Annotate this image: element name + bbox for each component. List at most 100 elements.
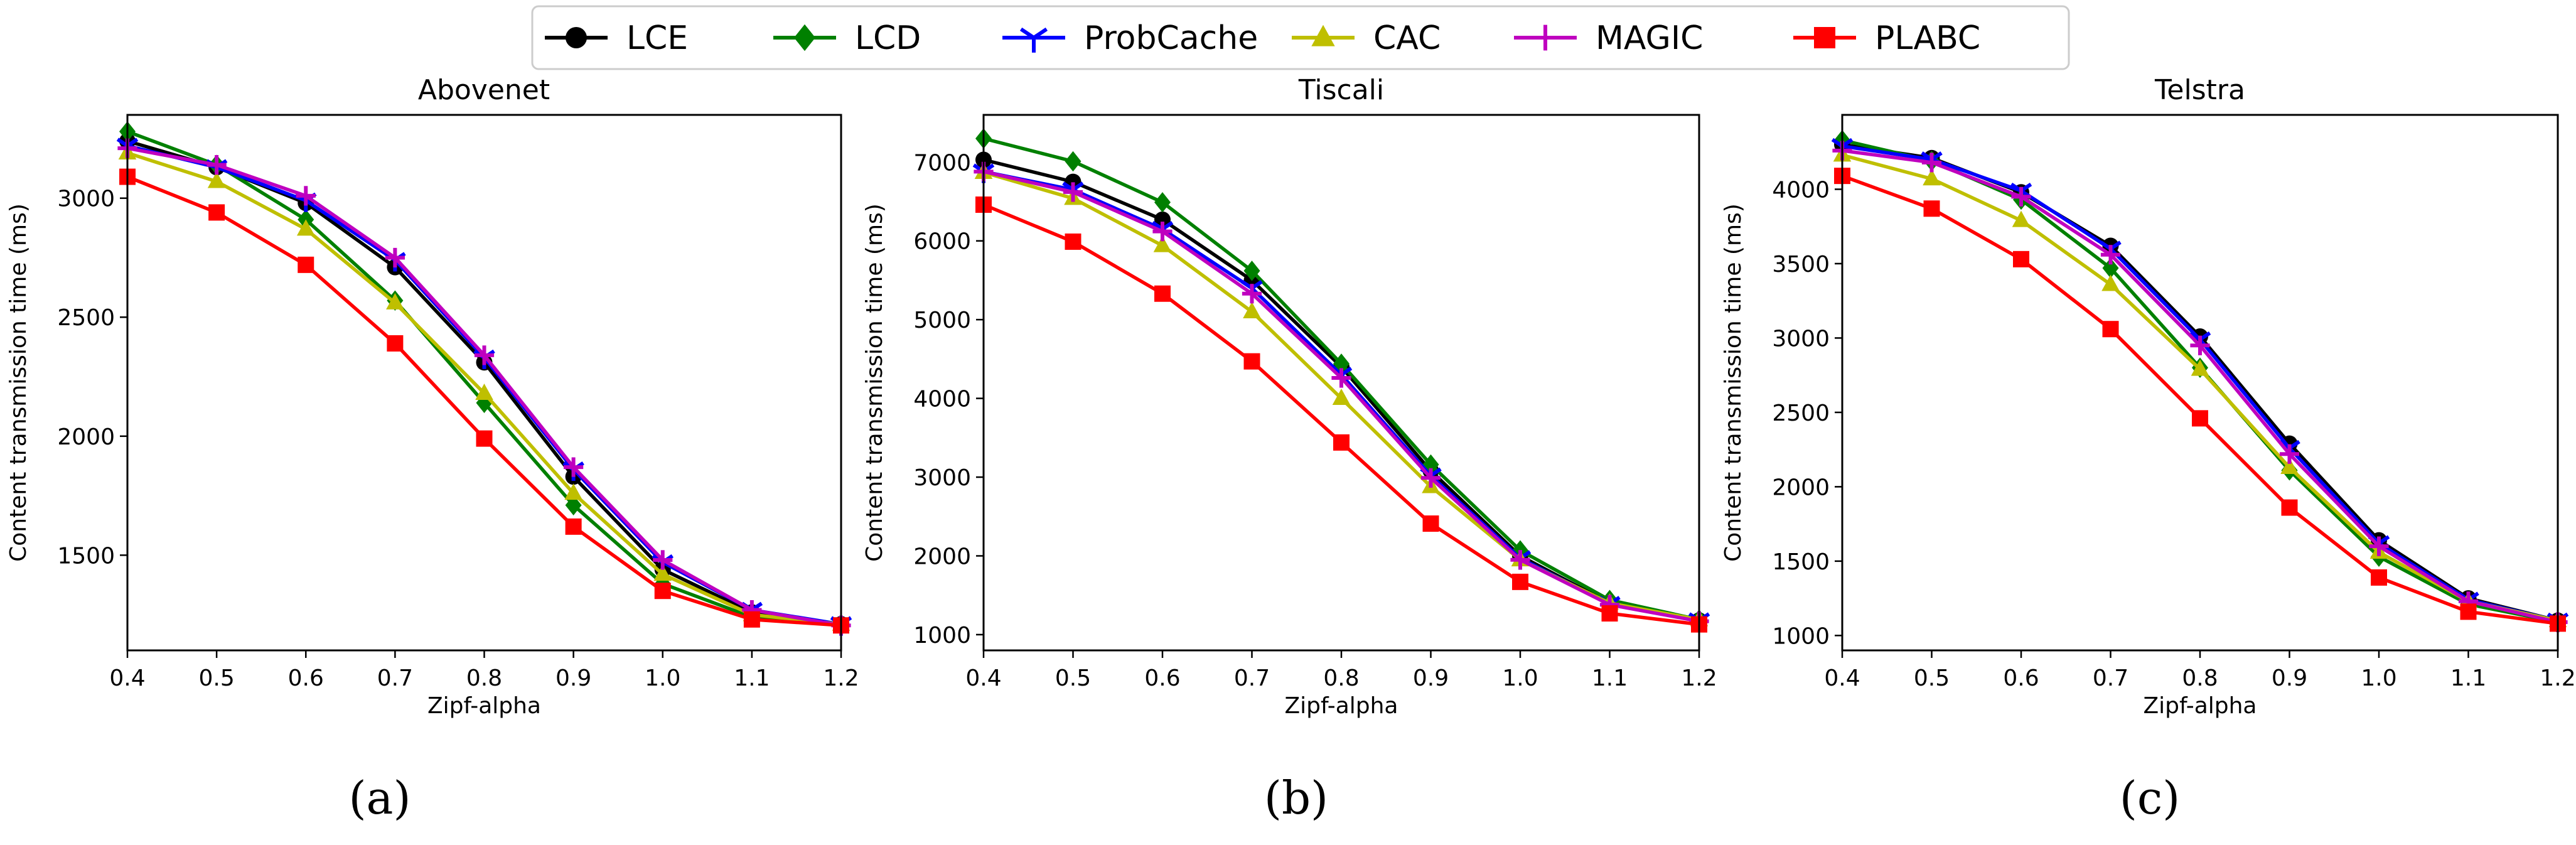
x-tick-label: 0.8 — [466, 665, 502, 691]
series-line — [127, 139, 842, 627]
data-point — [2190, 335, 2210, 355]
y-tick-label: 6000 — [913, 229, 971, 255]
chart-title: Telstra — [2154, 74, 2245, 106]
data-point — [1331, 368, 1351, 388]
data-point — [296, 186, 316, 206]
legend-label: PLABC — [1875, 19, 1980, 57]
series-line — [127, 129, 842, 627]
legend-item-cac: CAC — [1292, 19, 1441, 57]
data-point — [1333, 434, 1350, 451]
y-axis-label: Content transmission time (ms) — [1720, 203, 1746, 562]
data-point — [2101, 274, 2120, 291]
plot-frame — [126, 114, 842, 652]
data-point — [1243, 353, 1260, 370]
x-tick-label: 0.5 — [198, 665, 234, 691]
plot-area — [116, 121, 852, 636]
series-cac — [1833, 145, 2567, 628]
data-point — [298, 256, 314, 273]
legend-item-lce: LCE — [545, 19, 688, 57]
x-tick-label: 1.2 — [823, 665, 859, 691]
legend-marker — [794, 24, 815, 51]
x-tick-label: 1.0 — [645, 665, 680, 691]
data-point — [2460, 603, 2477, 620]
x-tick-label: 0.6 — [2003, 665, 2039, 691]
x-tick-label: 1.1 — [1592, 665, 1628, 691]
data-point — [2011, 186, 2031, 207]
y-tick-label: 5000 — [913, 308, 971, 333]
chart-title: Abovenet — [418, 74, 550, 106]
legend-marker — [1019, 27, 1048, 53]
plot-frame — [1841, 114, 2559, 652]
x-tick-label: 0.7 — [1234, 665, 1270, 691]
legend: LCE LCD ProbCache CAC MAGIC PLABC — [531, 5, 2070, 70]
y-tick-label: 3000 — [913, 465, 971, 491]
panels: Abovenet 0.4 0.5 0.6 0.7 0.8 0.9 1.0 1.1 1.2 1500 2… — [6, 74, 2576, 824]
chart-panel-tiscali: Tiscali 0.4 0.5 0.6 0.7 0.8 0.9 1.0 1.1 1.2 1000 20… — [862, 74, 1717, 824]
series-lcd — [1834, 130, 2566, 633]
y-tick-label: 4000 — [913, 387, 971, 412]
legend-item-magic: MAGIC — [1514, 19, 1703, 57]
x-tick-label: 0.8 — [1323, 665, 1359, 691]
series-lce — [119, 132, 849, 633]
x-axis-label: Zipf-alpha — [2143, 693, 2257, 719]
data-point — [653, 550, 673, 570]
series-cac — [118, 143, 851, 631]
y-tick-label: 2500 — [57, 305, 115, 331]
data-point — [1153, 235, 1172, 252]
data-point — [1510, 550, 1530, 570]
series-cac — [974, 162, 1709, 627]
legend-marker — [1814, 27, 1835, 48]
data-point — [2371, 569, 2387, 586]
legend-label: ProbCache — [1084, 19, 1258, 57]
legend-label: LCE — [626, 19, 688, 57]
data-point — [296, 219, 315, 236]
data-point — [564, 457, 584, 477]
data-point — [2100, 245, 2121, 265]
data-point — [1923, 200, 1940, 217]
legend-marker — [1532, 24, 1559, 51]
y-axis-label: Content transmission time (ms) — [862, 203, 888, 562]
data-point — [2280, 457, 2299, 474]
panel-label: (a) — [348, 772, 411, 824]
data-point — [474, 345, 495, 365]
data-point — [207, 155, 227, 175]
data-point — [387, 335, 404, 352]
y-tick-label: 7000 — [913, 150, 971, 176]
x-tick-label: 0.4 — [965, 665, 1001, 691]
data-point — [2279, 444, 2300, 464]
data-point — [1154, 285, 1171, 302]
data-point — [1422, 515, 1439, 532]
y-tick-label: 1000 — [913, 623, 971, 649]
y-tick-label: 1000 — [1772, 623, 1830, 649]
data-point — [1601, 605, 1618, 622]
series-plabc — [1834, 168, 2566, 632]
data-point — [2013, 250, 2029, 267]
data-point — [565, 518, 582, 535]
x-tick-label: 0.9 — [2272, 665, 2307, 691]
x-tick-label: 1.1 — [2450, 665, 2486, 691]
data-point — [2369, 536, 2389, 556]
series-line — [982, 203, 1700, 627]
x-axis-label: Zipf-alpha — [427, 693, 541, 719]
panel-label: (b) — [1264, 772, 1328, 824]
data-point — [2191, 359, 2209, 376]
series-line — [1842, 143, 2558, 623]
data-point — [385, 247, 405, 268]
y-tick-label: 1500 — [1772, 549, 1830, 575]
x-tick-label: 0.9 — [1413, 665, 1449, 691]
y-tick-label: 2000 — [57, 424, 115, 450]
legend-item-probcache: ProbCache — [1002, 19, 1258, 57]
panel-label: (c) — [2120, 772, 2181, 824]
data-point — [1154, 211, 1171, 228]
chart-panel-telstra: Telstra 0.4 0.5 0.6 0.7 0.8 0.9 1.0 1.1 1.2 1000 15… — [1720, 74, 2576, 824]
x-tick-label: 0.9 — [555, 665, 591, 691]
chart-title: Tiscali — [1298, 74, 1384, 106]
data-point — [1921, 153, 1942, 173]
data-point — [1420, 468, 1441, 488]
x-tick-label: 1.0 — [1502, 665, 1538, 691]
chart-panel-abovenet: Abovenet 0.4 0.5 0.6 0.7 0.8 0.9 1.0 1.1 1.2 1500 2… — [6, 74, 859, 824]
legend-label: CAC — [1373, 19, 1441, 57]
y-tick-label: 2000 — [1772, 475, 1830, 500]
legend-item-lcd: LCD — [773, 19, 921, 57]
y-axis-label: Content transmission time (ms) — [6, 203, 31, 562]
